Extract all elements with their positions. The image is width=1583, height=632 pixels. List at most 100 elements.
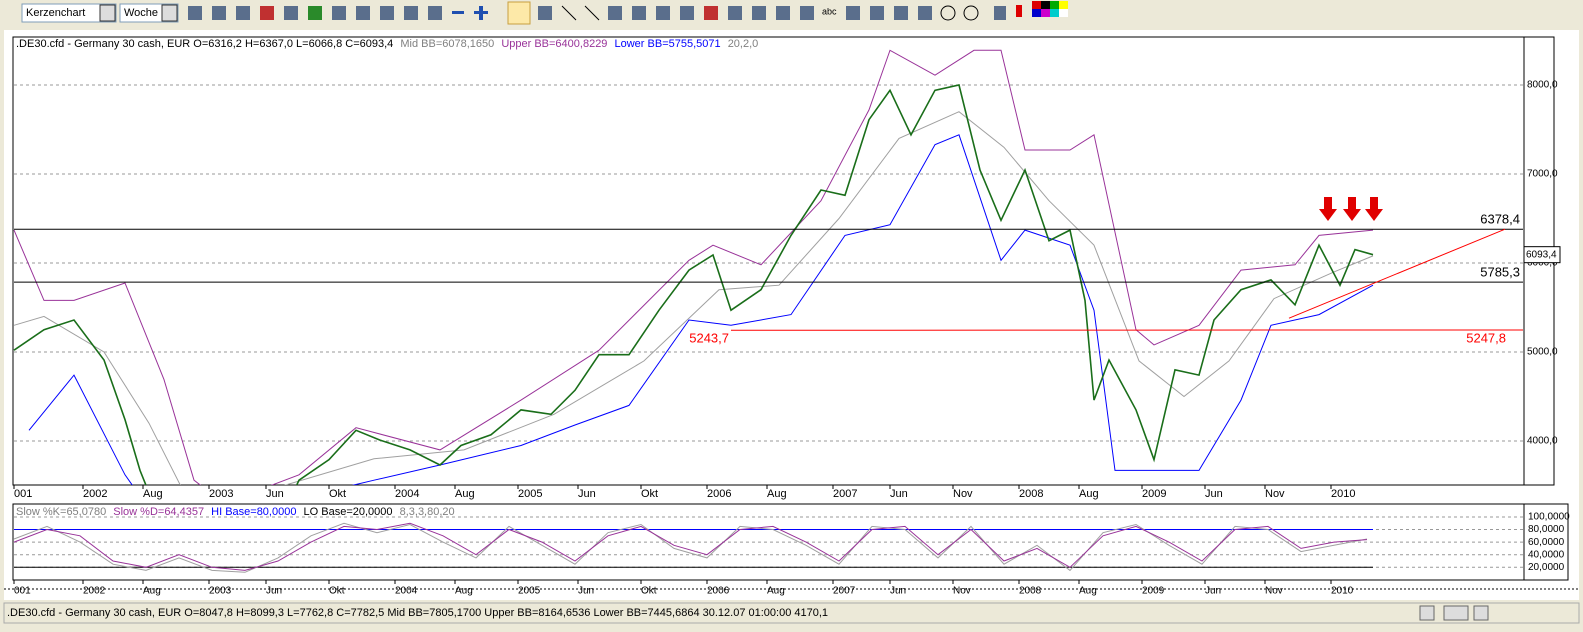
tool-icon[interactable] (680, 6, 694, 20)
tool-icon[interactable] (332, 6, 346, 20)
x-tick-label: Jun (266, 488, 284, 500)
tool-icon[interactable] (380, 6, 394, 20)
color[interactable] (1032, 1, 1041, 9)
color[interactable] (1050, 1, 1059, 9)
last-price-box (1523, 246, 1561, 264)
mid-bb (13, 111, 1374, 485)
color[interactable] (1041, 1, 1050, 9)
scroll-left[interactable] (1419, 605, 1435, 621)
price-line (13, 84, 1374, 485)
tool-icon[interactable] (260, 6, 274, 20)
tool-icon[interactable] (994, 6, 1006, 20)
header-lo: LO Base=20,0000 (304, 506, 393, 518)
tool-icon[interactable] (800, 6, 814, 20)
color[interactable] (1059, 9, 1068, 17)
x-tick-label: 2002 (83, 488, 107, 500)
tool-icon[interactable] (728, 6, 742, 20)
tool-icon[interactable] (356, 6, 370, 20)
tool-icon[interactable] (870, 6, 884, 20)
upper-bb (13, 49, 1374, 485)
lower-bb (28, 134, 1374, 485)
x-tick-label: Aug (1079, 586, 1097, 597)
y-tick-label: 60,0000 (1528, 537, 1565, 548)
x-tick-label: Okt (641, 586, 657, 597)
x-tick-label: 2004 (395, 586, 418, 597)
x-tick-label: 2009 (1142, 488, 1166, 500)
zoom-out[interactable] (452, 11, 464, 14)
tool-icon[interactable] (608, 6, 622, 20)
x-tick-label: Nov (1265, 488, 1285, 500)
tool-icon[interactable] (404, 6, 418, 20)
x-tick-label: 2007 (833, 488, 857, 500)
x-tick-label: Aug (1079, 488, 1099, 500)
scroll-thumb[interactable] (1443, 605, 1469, 621)
chart-header: .DE30.cfd - Germany 30 cash, EUR O=6316,… (16, 38, 758, 50)
tool-icon[interactable] (236, 6, 250, 20)
arrow (1365, 197, 1383, 221)
x-tick-label: Aug (767, 488, 787, 500)
tool-icon[interactable] (188, 6, 202, 20)
x-tick-label: Jun (266, 586, 282, 597)
x-tick-label: Aug (767, 586, 785, 597)
color[interactable] (1059, 1, 1068, 9)
x-tick-label: Nov (953, 488, 973, 500)
stochastic-header: Slow %K=65,0780 Slow %D=64,4357 HI Base=… (16, 506, 455, 518)
x-tick-label: Nov (953, 586, 971, 597)
y-tick-label: 5000,0 (1527, 347, 1558, 358)
color[interactable] (1041, 9, 1050, 17)
chart-type-text: Kerzenchart (26, 7, 85, 19)
tool-icon[interactable] (918, 6, 932, 20)
zoom-in[interactable] (479, 6, 483, 20)
tool-icon[interactable] (428, 6, 442, 20)
x-tick-label: 2005 (518, 586, 541, 597)
color[interactable] (1050, 9, 1059, 17)
y-tick-label: 20,0000 (1528, 562, 1565, 573)
circle-tool[interactable] (963, 5, 979, 21)
color[interactable] (1032, 9, 1041, 17)
scroll-right[interactable] (1473, 605, 1489, 621)
signal-arrows (1319, 197, 1383, 221)
tool-icon[interactable] (846, 6, 860, 20)
tool-icon[interactable] (538, 6, 552, 20)
tool-icon[interactable] (704, 6, 718, 20)
tool-icon[interactable] (894, 6, 908, 20)
text-tool[interactable]: abc (822, 6, 837, 16)
x-tick-label: 2003 (209, 488, 233, 500)
ellipse-tool[interactable] (940, 5, 956, 21)
tool-icon[interactable] (284, 6, 298, 20)
x-tick-label: 001 (14, 488, 32, 500)
x-tick-label: 001 (14, 586, 31, 597)
y-tick-label: 40,0000 (1528, 549, 1565, 560)
x-tick-label: Aug (455, 488, 475, 500)
tool-icon[interactable] (308, 6, 322, 20)
tool-icon[interactable] (752, 6, 766, 20)
x-tick-label: Okt (641, 488, 658, 500)
x-tick-label: Aug (455, 586, 473, 597)
tool-icon[interactable] (632, 6, 646, 20)
stochastic-axis (1523, 503, 1569, 581)
tool-icon[interactable] (656, 6, 670, 20)
stochastic-plot (13, 516, 1523, 573)
tool-icon[interactable] (776, 6, 790, 20)
period-text: Woche (124, 7, 158, 19)
line-tool[interactable] (561, 5, 577, 21)
header-d: Slow %D=64,4357 (113, 506, 204, 518)
arrow (1343, 197, 1361, 221)
arrow-tool[interactable] (1016, 5, 1022, 17)
header-params: 20,2,0 (728, 38, 759, 50)
support-label: 5247,8 (1466, 330, 1506, 345)
line-tool[interactable] (584, 5, 600, 21)
price-panel (12, 36, 1525, 486)
y-tick-label: 80,0000 (1528, 524, 1565, 535)
chart-type-select[interactable] (21, 3, 117, 23)
dropdown-button[interactable] (161, 4, 178, 22)
arrow (1319, 197, 1337, 221)
y-tick-label: 8000,0 (1527, 80, 1558, 91)
x-tick-label: Jun (1205, 586, 1221, 597)
dropdown-button[interactable] (99, 4, 116, 22)
pointer-tool[interactable] (507, 1, 531, 25)
header-mid: Mid BB=6078,1650 (400, 38, 494, 50)
tool-icon[interactable] (212, 6, 226, 20)
header-hi: HI Base=80,0000 (211, 506, 296, 518)
